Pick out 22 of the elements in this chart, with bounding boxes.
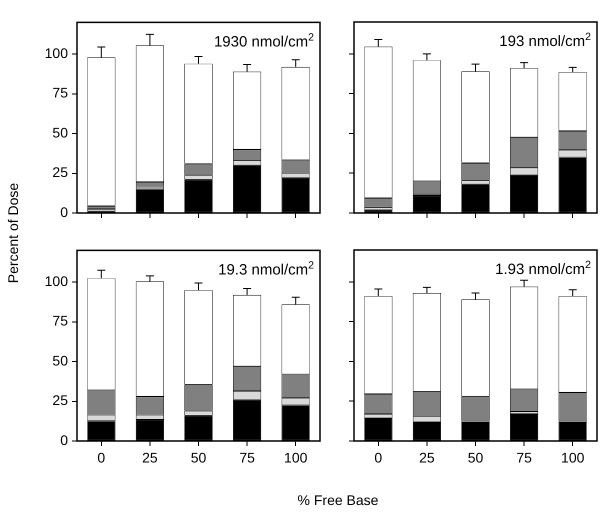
y-axis-title: Percent of Dose: [5, 182, 21, 284]
y-tick-label: 50: [52, 352, 68, 368]
y-tick-label: 100: [44, 273, 68, 290]
y-tick-label: 25: [52, 164, 68, 180]
x-tick-label: 50: [190, 449, 206, 466]
x-axis-title: % Free Base: [298, 492, 378, 508]
x-tick-label: 100: [284, 449, 308, 466]
x-tick-label: 0: [374, 449, 382, 466]
x-tick-label: 25: [142, 449, 158, 466]
x-tick-label: 75: [516, 449, 532, 466]
y-tick-label: 0: [60, 204, 68, 220]
y-tick-label: 25: [52, 392, 68, 408]
x-tick-label: 75: [239, 449, 256, 466]
y-tick-label: 75: [52, 312, 68, 329]
x-tick-label: 50: [468, 449, 484, 466]
x-tick-label: 100: [561, 449, 585, 466]
x-tick-label: 25: [419, 449, 435, 466]
x-tick-label: 0: [97, 449, 106, 466]
y-tick-label: 75: [52, 84, 68, 101]
y-tick-label: 50: [52, 124, 68, 140]
y-tick-label: 0: [60, 432, 68, 448]
y-tick-label: 100: [44, 45, 68, 62]
